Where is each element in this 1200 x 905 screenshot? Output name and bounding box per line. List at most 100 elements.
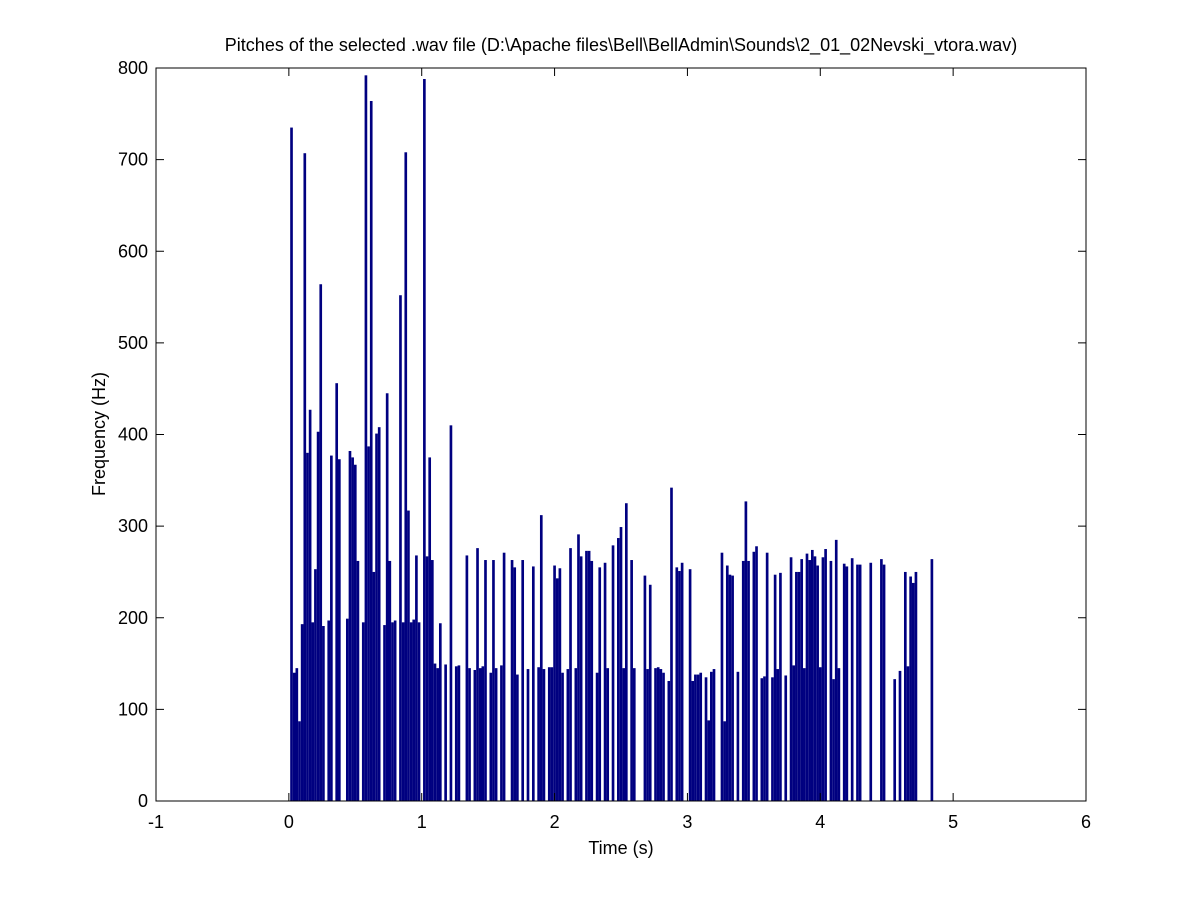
bar [723, 721, 726, 801]
bar [375, 433, 378, 801]
bar [300, 624, 304, 801]
bar [433, 663, 437, 801]
bar [367, 446, 370, 801]
bar [364, 75, 368, 801]
bar [457, 665, 461, 801]
bar [903, 571, 907, 801]
bar [454, 666, 458, 801]
bar [510, 560, 514, 801]
bar [478, 668, 482, 801]
bar [436, 668, 439, 801]
bar [789, 557, 793, 801]
bar [842, 563, 846, 801]
bar [779, 572, 782, 801]
bar [776, 669, 780, 801]
bar [725, 565, 729, 801]
bar [622, 668, 625, 801]
bar [656, 667, 660, 801]
bar [654, 668, 657, 801]
bar [630, 560, 633, 801]
bar [800, 559, 804, 801]
bar [845, 566, 849, 801]
bar [744, 501, 748, 801]
bar [468, 668, 471, 801]
bar [415, 555, 418, 801]
bar [513, 567, 517, 801]
bar [494, 668, 498, 801]
bar [558, 568, 562, 801]
bar [906, 666, 910, 801]
x-tick-label: 4 [815, 812, 825, 832]
bar [577, 534, 580, 801]
bar [502, 552, 506, 801]
bar [330, 455, 333, 801]
bar [694, 674, 697, 801]
bar [428, 457, 432, 801]
bar [369, 100, 373, 802]
bar [880, 559, 883, 801]
bar [696, 674, 700, 801]
bar [484, 560, 487, 801]
bar [765, 552, 769, 801]
bar [808, 560, 811, 801]
bar [680, 562, 684, 801]
bar [465, 555, 469, 801]
bar [290, 127, 293, 801]
bar [391, 622, 394, 801]
bar [372, 571, 376, 801]
bar [579, 556, 583, 801]
bar [869, 562, 873, 801]
bar [561, 672, 564, 801]
bar [393, 620, 397, 801]
bar [409, 622, 413, 801]
bar [803, 668, 806, 801]
bar [555, 578, 559, 801]
bar [728, 574, 732, 801]
bar [691, 680, 695, 801]
bar [399, 295, 402, 801]
bar [678, 571, 681, 801]
bar [401, 622, 405, 801]
bar [521, 560, 525, 801]
bar [662, 672, 665, 801]
bar [624, 503, 628, 801]
bar [598, 567, 602, 801]
bar [821, 557, 825, 801]
bar [752, 551, 756, 801]
bar [438, 623, 442, 801]
bar [412, 619, 416, 801]
bar [327, 620, 331, 801]
bar [617, 538, 620, 801]
bar [526, 669, 530, 801]
bar [388, 560, 392, 801]
bar [553, 565, 556, 801]
x-axis-label: Time (s) [588, 838, 653, 858]
bar [736, 671, 740, 801]
bars-group [290, 75, 934, 802]
bar [383, 625, 386, 801]
bar [731, 575, 734, 801]
y-tick-label: 100 [118, 699, 148, 719]
y-tick-label: 800 [118, 58, 148, 78]
bar [345, 618, 349, 801]
bar [500, 665, 503, 801]
bar [306, 452, 309, 801]
bar [587, 550, 591, 801]
bar [763, 676, 766, 801]
bar [611, 545, 615, 801]
bar [710, 671, 713, 801]
y-tick-label: 200 [118, 608, 148, 628]
bar [850, 558, 854, 801]
bar [311, 622, 315, 801]
bar [893, 679, 897, 801]
bar [771, 677, 774, 801]
bar [574, 668, 578, 801]
bar [824, 549, 827, 801]
x-tick-label: -1 [148, 812, 164, 832]
bar [566, 669, 570, 801]
bar [361, 622, 365, 801]
bar [316, 431, 320, 801]
bar [832, 679, 835, 801]
